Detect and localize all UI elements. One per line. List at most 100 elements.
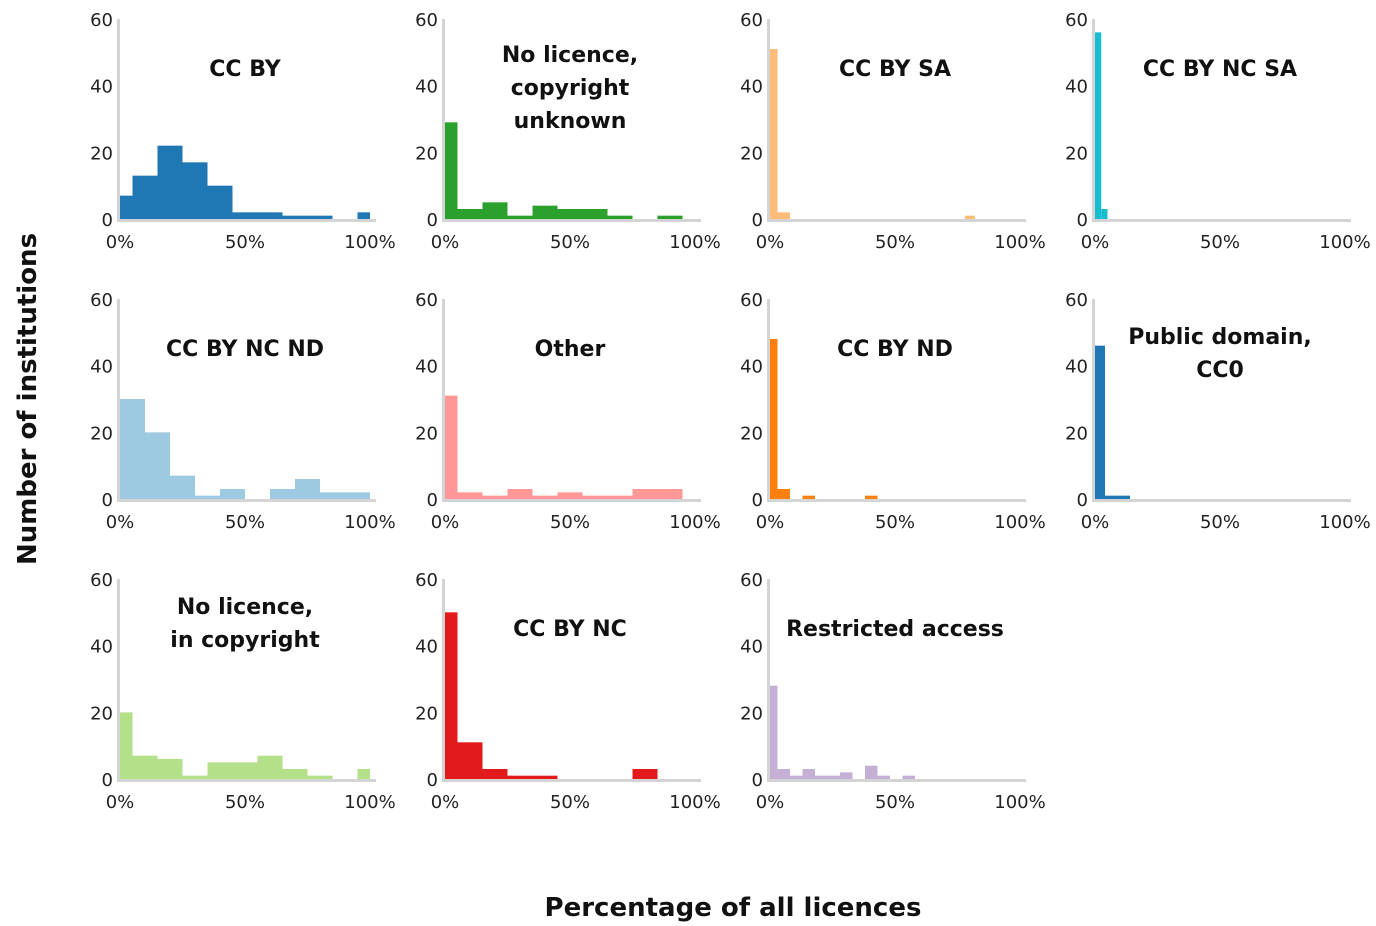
histogram-bar <box>802 495 815 499</box>
x-tick-label: 0% <box>431 232 460 253</box>
y-tick-label: 20 <box>740 703 763 724</box>
histogram-bar <box>232 212 283 219</box>
histogram-bar <box>157 759 183 779</box>
histogram-bar <box>132 755 158 779</box>
histogram-bar <box>445 395 458 499</box>
y-tick-label: 60 <box>740 290 763 311</box>
x-tick-label: 0% <box>1081 232 1110 253</box>
y-tick-label: 60 <box>740 10 763 31</box>
histogram-bar <box>770 49 778 219</box>
y-tick-label: 40 <box>90 357 113 378</box>
y-tick-label: 0 <box>102 210 113 231</box>
x-tick-label: 0% <box>106 512 135 533</box>
y-tick-label: 0 <box>102 490 113 511</box>
panel-title: Public domain, CC0 <box>1128 325 1312 383</box>
histogram-bar <box>770 339 778 499</box>
x-tick-label: 100% <box>994 232 1045 253</box>
histogram-panel: 0 20 40 60 0% 50% 100% CC BY NC ND <box>90 290 396 533</box>
histogram-panel: 0 20 40 60 0% 50% 100% CC BY NC <box>415 570 721 813</box>
y-tick-label: 40 <box>1065 357 1088 378</box>
x-tick-label: 50% <box>1200 232 1240 253</box>
histogram-bar <box>157 145 183 219</box>
x-tick-label: 50% <box>225 792 265 813</box>
y-tick-label: 20 <box>1065 423 1088 444</box>
histogram-bar <box>532 495 558 499</box>
y-tick-label: 40 <box>415 77 438 98</box>
histogram-bar <box>132 175 158 219</box>
histogram-bar <box>865 765 878 779</box>
y-tick-label: 20 <box>90 423 113 444</box>
panel-title: CC BY NC SA <box>1143 57 1297 82</box>
histogram-panel: 0 20 40 60 0% 50% 100% Other <box>415 290 721 533</box>
x-tick-label: 100% <box>1319 232 1370 253</box>
x-tick-label: 50% <box>550 792 590 813</box>
histogram-bar <box>457 492 483 499</box>
y-tick-label: 60 <box>1065 10 1088 31</box>
x-tick-label: 100% <box>994 512 1045 533</box>
y-tick-label: 60 <box>740 570 763 591</box>
histogram-bar <box>120 712 133 779</box>
histogram-bar <box>777 489 790 499</box>
histogram-bar <box>777 212 790 219</box>
x-tick-label: 100% <box>994 792 1045 813</box>
histogram-bar <box>1105 495 1130 499</box>
histogram-bar <box>965 215 975 219</box>
histogram-panel: 0 20 40 60 0% 50% 100% No licence, in copyright <box>90 570 396 813</box>
y-tick-label: 40 <box>1065 77 1088 98</box>
histogram-bar <box>902 775 915 779</box>
histogram-bar <box>632 769 658 779</box>
histogram-bar <box>582 495 633 499</box>
y-tick-label: 20 <box>415 423 438 444</box>
x-tick-label: 0% <box>756 512 785 533</box>
histogram-bar <box>457 209 483 219</box>
x-tick-label: 50% <box>875 512 915 533</box>
histogram-bar <box>657 215 683 219</box>
histogram-panel: 0 20 40 60 0% 50% 100% CC BY ND <box>740 290 1046 533</box>
histogram-panel: 0 20 40 60 0% 50% 100% CC BY <box>90 10 396 253</box>
x-tick-label: 0% <box>106 792 135 813</box>
histogram-bar <box>557 492 583 499</box>
histogram-panel: 0 20 40 60 0% 50% 100% Restricted access <box>740 570 1046 813</box>
panel-title: CC BY NC ND <box>166 337 324 362</box>
histogram-bar <box>532 205 558 219</box>
y-tick-label: 0 <box>1077 490 1088 511</box>
x-tick-label: 0% <box>756 792 785 813</box>
y-tick-label: 40 <box>90 637 113 658</box>
histogram-bar <box>770 685 778 779</box>
y-tick-label: 20 <box>740 143 763 164</box>
y-tick-label: 60 <box>90 290 113 311</box>
histogram-bar <box>220 489 245 499</box>
y-tick-label: 40 <box>90 77 113 98</box>
y-tick-label: 20 <box>90 143 113 164</box>
histogram-bar <box>482 202 508 219</box>
histogram-bar <box>307 775 333 779</box>
histogram-bar <box>357 769 370 779</box>
y-tick-label: 20 <box>415 143 438 164</box>
panel-title: Restricted access <box>786 617 1004 642</box>
x-tick-label: 100% <box>344 792 395 813</box>
x-tick-label: 100% <box>344 512 395 533</box>
x-axis-label: Percentage of all licences <box>545 893 922 923</box>
histogram-panel: 0 20 40 60 0% 50% 100% CC BY NC SA <box>1065 10 1371 253</box>
y-tick-label: 60 <box>90 10 113 31</box>
histogram-bar <box>507 489 533 499</box>
histogram-bar <box>207 762 258 779</box>
y-tick-label: 20 <box>415 703 438 724</box>
x-tick-label: 50% <box>225 232 265 253</box>
histogram-bar <box>270 489 295 499</box>
panel-title: CC BY SA <box>839 57 951 82</box>
y-tick-label: 0 <box>427 770 438 791</box>
histogram-bar <box>357 212 370 219</box>
histogram-bar <box>445 612 458 779</box>
histogram-bar <box>295 479 320 499</box>
y-tick-label: 20 <box>1065 143 1088 164</box>
histogram-bar <box>840 772 853 779</box>
x-tick-label: 100% <box>669 792 720 813</box>
histogram-panel: 0 20 40 60 0% 50% 100% Public domain, CC0 <box>1065 290 1371 533</box>
histogram-bar <box>457 742 483 779</box>
y-tick-label: 0 <box>427 490 438 511</box>
histogram-bar <box>802 769 815 779</box>
histogram-bar <box>1095 32 1102 220</box>
y-tick-label: 40 <box>740 77 763 98</box>
